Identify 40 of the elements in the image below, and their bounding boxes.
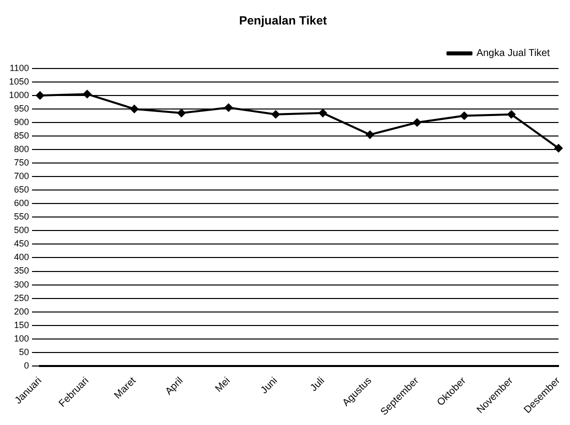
x-tick-label: Juli xyxy=(308,375,327,394)
x-tick-label: Mei xyxy=(213,375,233,395)
y-tick-label: 400 xyxy=(14,252,30,262)
y-tick-label: 650 xyxy=(14,184,30,195)
y-tick-label: 0 xyxy=(24,360,30,370)
point xyxy=(36,91,44,100)
y-tick-label: 200 xyxy=(14,306,30,316)
y-tick-label: 750 xyxy=(14,158,30,168)
y-tick-label: 550 xyxy=(14,212,30,222)
y-tick-label: 450 xyxy=(14,238,30,249)
y-tick-label: 250 xyxy=(14,292,30,303)
y-tick-label: 500 xyxy=(14,225,30,236)
point xyxy=(318,109,327,118)
y-tick-label: 50 xyxy=(19,346,30,357)
y-tick-label: 1050 xyxy=(8,76,30,86)
y-tick-label: 800 xyxy=(14,144,30,154)
point xyxy=(460,112,468,120)
y-tick-label: 950 xyxy=(14,103,30,114)
y-tick-label: 1000 xyxy=(8,90,30,100)
point xyxy=(413,118,422,126)
point xyxy=(177,109,186,118)
y-tick-label: 300 xyxy=(14,279,30,290)
point xyxy=(130,104,138,113)
legend-label: Angka Jual Tiket xyxy=(476,48,550,60)
point xyxy=(366,130,374,139)
point xyxy=(83,90,92,98)
point xyxy=(507,110,516,118)
point xyxy=(224,104,233,112)
point xyxy=(272,110,280,118)
y-tick-label: 150 xyxy=(14,320,30,330)
x-tick-label: Juni xyxy=(259,375,280,396)
y-tick-label: 100 xyxy=(14,333,30,344)
y-tick-label: 850 xyxy=(14,130,30,141)
y-tick-label: 900 xyxy=(14,116,30,127)
y-tick-label: 700 xyxy=(14,171,30,182)
point xyxy=(554,144,563,152)
chart-title: Penjualan Tiket xyxy=(239,14,327,28)
y-tick-label: 1100 xyxy=(10,62,30,73)
y-tick-label: 600 xyxy=(14,198,30,208)
y-tick-label: 350 xyxy=(14,266,30,276)
